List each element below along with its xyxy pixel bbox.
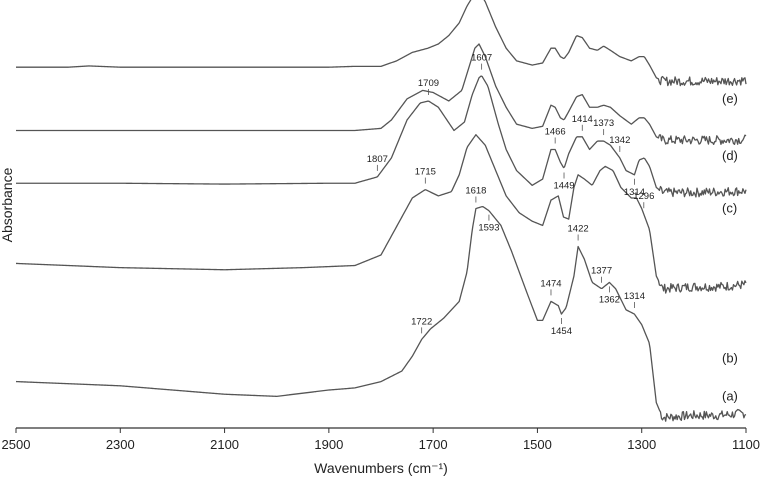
x-tick-label: 1700: [419, 437, 448, 452]
peak-label: 1807: [367, 154, 388, 165]
series-label: (e): [722, 91, 738, 106]
peak-label: 1314: [624, 187, 645, 198]
series-label: (d): [722, 148, 738, 163]
x-axis-label: Wavenumbers (cm⁻¹): [314, 460, 448, 476]
spectrum-line-e: [16, 0, 747, 87]
spectrum-line-c: [16, 75, 747, 198]
x-axis-ticks: 2500 2300 2100 1900 1700 1500 1300 1100: [2, 428, 760, 452]
peak-label: 1449: [553, 180, 574, 191]
peak-label: 1466: [545, 126, 566, 137]
x-tick-label: 1300: [627, 437, 656, 452]
series-label-layer: (a) (b) (c) (d) (e): [722, 91, 738, 404]
peak-label: 1373: [593, 118, 614, 129]
peak-label: 1607: [471, 53, 492, 64]
x-tick-label: 2100: [210, 437, 239, 452]
spectrum-line-b: [15, 134, 747, 294]
peak-label: 1314: [624, 291, 645, 302]
spectrum-line-a: [15, 205, 747, 422]
spectra-layer: [15, 0, 747, 422]
spectrum-line-d: [16, 43, 747, 146]
series-label: (a): [722, 388, 738, 403]
x-tick-label: 2300: [106, 437, 135, 452]
y-axis-label: Absorbance: [0, 167, 15, 242]
peak-label: 1422: [568, 224, 589, 235]
peak-label: 1377: [591, 266, 612, 277]
series-label: (b): [722, 350, 738, 365]
x-tick-label: 1500: [523, 437, 552, 452]
peak-label: 1414: [572, 114, 593, 125]
peak-label: 1362: [599, 294, 620, 305]
peak-label: 1715: [415, 167, 436, 178]
series-label: (c): [722, 201, 737, 216]
peak-annotation-layer: 1722 1618 1593 1474 1454 1422 1377 1362 1314 1715…: [367, 53, 655, 337]
x-tick-label: 2500: [2, 437, 31, 452]
x-tick-label: 1100: [732, 437, 760, 452]
peak-label: 1709: [418, 78, 439, 89]
peak-label: 1722: [411, 316, 432, 327]
peak-label: 1618: [465, 186, 486, 197]
peak-label: 1296: [633, 191, 654, 202]
x-tick-label: 1900: [314, 437, 343, 452]
peak-label: 1474: [540, 278, 561, 289]
peak-label: 1593: [478, 223, 499, 234]
peak-label: 1342: [609, 135, 630, 146]
peak-label: 1454: [551, 326, 572, 337]
